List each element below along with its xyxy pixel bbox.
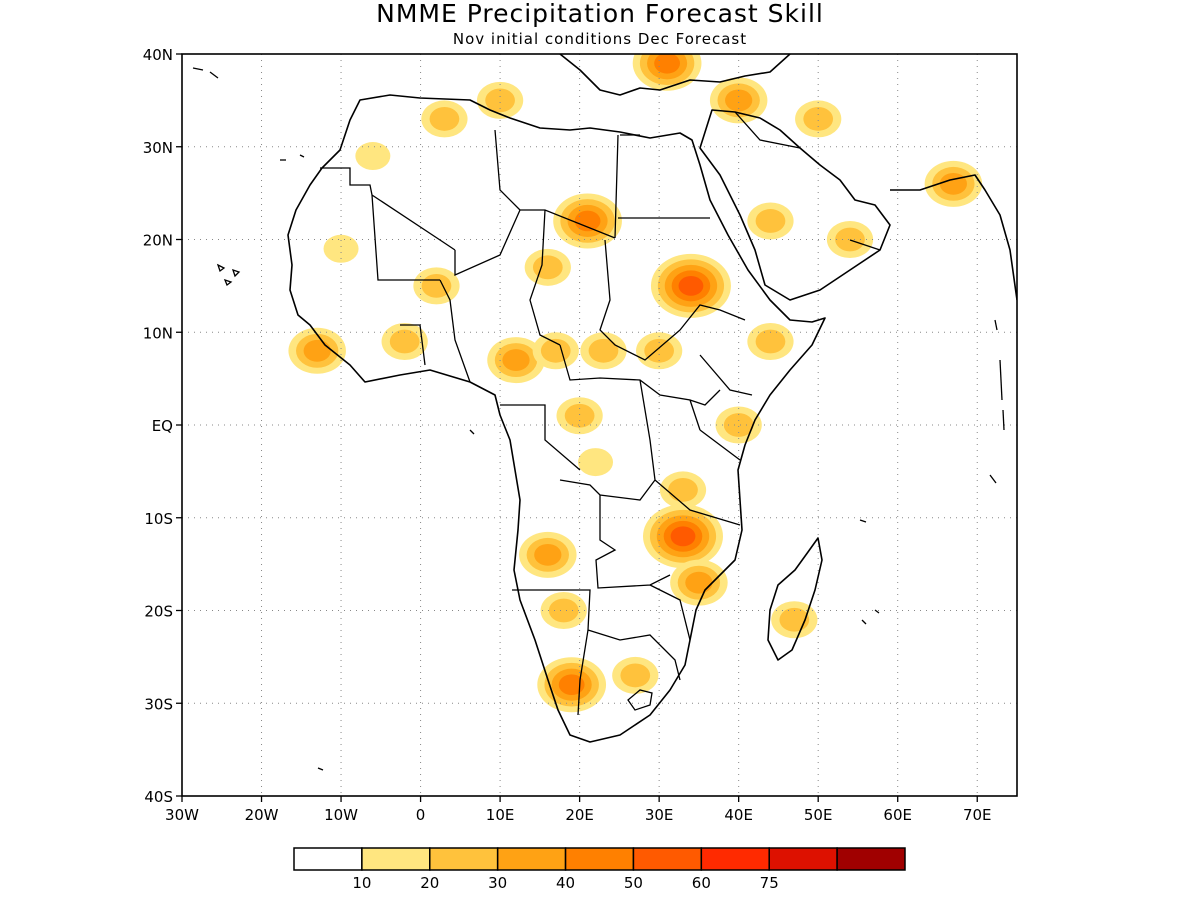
skill-contour [485, 88, 515, 113]
country-borders [320, 111, 881, 716]
skill-contour [355, 142, 391, 171]
skill-contour [558, 674, 585, 696]
x-axis-ticks: 30W 20W 10W 0 10E 20E 30E 40E 50E 60E 70E [165, 796, 992, 824]
skill-contour [578, 448, 614, 477]
y-axis-ticks: 40N 30N 20N 10N EQ 10S 20S 30S 40S [143, 46, 182, 806]
x-tick-label: 20W [245, 806, 279, 824]
x-tick-label: 40E [724, 806, 753, 824]
y-tick-label: 10N [143, 324, 173, 342]
small-islands [192, 67, 1005, 771]
x-tick-label: 30E [645, 806, 674, 824]
colorbar-swatch [700, 847, 770, 871]
colorbar-swatch [496, 847, 567, 871]
skill-contour [939, 172, 967, 195]
skill-contour [389, 329, 420, 354]
skill-contour [678, 275, 704, 296]
colorbar-swatch [429, 847, 499, 871]
colorbar-label: 20 [420, 874, 439, 892]
map-subtitle: Nov initial conditions Dec Forecast [453, 30, 747, 48]
skill-contour [644, 338, 675, 363]
skill-contour [670, 526, 696, 547]
y-tick-label: 40N [143, 46, 173, 64]
colorbar-swatch [836, 847, 906, 871]
southasia-coastline [890, 174, 1017, 301]
colorbar-label: 30 [488, 874, 507, 892]
colorbar-swatch [361, 847, 431, 871]
skill-contour [534, 543, 562, 566]
colorbar: 10 20 30 40 50 60 75 [293, 847, 906, 892]
x-tick-label: 0 [416, 806, 426, 824]
y-tick-label: 20N [143, 232, 173, 250]
skill-contour [725, 89, 753, 112]
colorbar-label: 40 [556, 874, 575, 892]
skill-contour [548, 598, 579, 623]
africa-coastline [287, 94, 826, 743]
skill-contour [588, 338, 619, 363]
map-title: NMME Precipitation Forecast Skill [376, 0, 824, 28]
skill-contour [620, 663, 651, 688]
skill-contour [532, 255, 563, 280]
europe-coastline [559, 54, 791, 96]
skill-contour [755, 329, 786, 354]
x-tick-label: 10E [486, 806, 515, 824]
skill-contour [323, 234, 359, 263]
colorbar-swatch [768, 847, 838, 871]
x-tick-label: 60E [883, 806, 912, 824]
y-tick-label: 30N [143, 139, 173, 157]
skill-contour [429, 107, 460, 131]
lesotho-border [627, 689, 653, 711]
colorbar-label: 50 [624, 874, 643, 892]
skill-contour [574, 210, 601, 232]
x-tick-label: 10W [324, 806, 358, 824]
madagascar-coastline [767, 537, 823, 661]
y-tick-label: 10S [144, 510, 173, 528]
skill-contour [668, 478, 698, 502]
skill-contour [502, 349, 530, 371]
colorbar-label: 10 [352, 874, 371, 892]
skill-contour [685, 571, 713, 594]
y-tick-label: 40S [144, 788, 173, 806]
skill-contour [564, 403, 595, 428]
colorbar-label: 60 [692, 874, 711, 892]
x-tick-label: 30W [165, 806, 199, 824]
skill-contour [835, 227, 865, 252]
gridlines [182, 54, 1017, 796]
y-tick-label: 30S [144, 695, 173, 713]
x-tick-label: 70E [963, 806, 992, 824]
y-tick-label: 20S [144, 603, 173, 621]
skill-contour [723, 413, 754, 437]
colorbar-swatch [564, 847, 635, 871]
coastlines-borders [192, 54, 1017, 771]
colorbar-swatch [632, 847, 703, 871]
skill-contour [803, 107, 834, 131]
x-tick-label: 50E [804, 806, 833, 824]
skill-contour [654, 54, 680, 74]
colorbar-label: 75 [760, 874, 779, 892]
colorbar-swatch [293, 847, 363, 871]
arabia-coastline [699, 109, 891, 301]
skill-contour [303, 339, 331, 362]
skill-contour [755, 209, 786, 233]
skill-shading [288, 54, 983, 713]
x-tick-label: 20E [565, 806, 594, 824]
y-tick-label: EQ [152, 417, 173, 435]
